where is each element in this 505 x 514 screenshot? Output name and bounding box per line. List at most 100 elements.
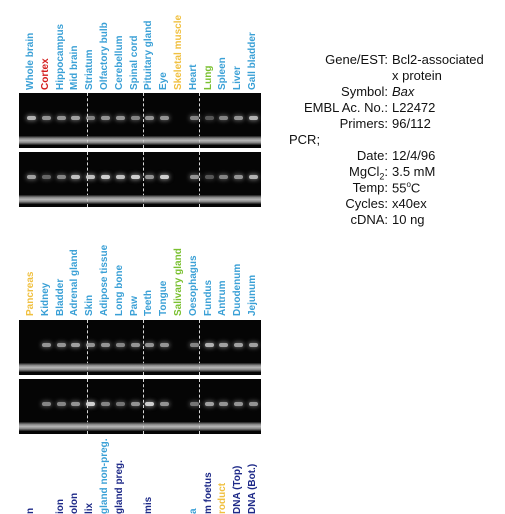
gene-label: Gene/EST: <box>325 52 388 67</box>
lane-divider <box>199 379 200 434</box>
tissue-label-text: Long bone <box>113 264 125 316</box>
gel-band <box>86 343 96 347</box>
tissue-label-text: Pancreas <box>25 271 36 316</box>
tissue-label-text: Whole brain <box>25 32 36 90</box>
pcr-label: PCR; <box>289 132 321 147</box>
tissue-label-text: Fundus <box>202 279 214 316</box>
mgcl-label-subscript: 2 <box>379 171 385 182</box>
tissue-label: Pancreas <box>24 196 38 316</box>
gel-band <box>145 175 155 179</box>
cdna-row: cDNA: 10 ng <box>285 212 500 228</box>
primer-dimer-band <box>19 195 261 204</box>
tissue-labels-panel-1: Whole brain Cortex Hippocampus Mid brain Str… <box>0 0 270 90</box>
temp-value-number: 55 <box>392 180 407 196</box>
tissue-label-text: Olfactory bulb <box>99 22 110 90</box>
gene-row: Gene/EST: Bcl2-associated <box>285 52 500 68</box>
gel-panel-2-bottom <box>19 379 261 434</box>
tissue-label: Gall bladder <box>246 0 260 90</box>
mgcl-label-colon: : <box>384 164 388 179</box>
temp-label: Temp: <box>352 180 388 195</box>
tissue-label: Jejunum <box>246 196 260 316</box>
tissue-label: Hippocampus <box>54 0 68 90</box>
date-value: 12/4/96 <box>392 148 436 163</box>
tissue-label-text: Tongue <box>158 280 170 316</box>
symbol-value: Bax <box>392 84 415 99</box>
tissue-label: Cerebellum <box>113 0 127 90</box>
lane-divider <box>199 152 200 207</box>
tissue-label: Striatum <box>83 0 97 90</box>
lane-divider <box>87 93 88 148</box>
gel-band <box>219 343 229 347</box>
tissue-label-text: m foetus <box>202 472 214 514</box>
cycles-label: Cycles: <box>345 196 388 211</box>
gel-band <box>71 116 81 120</box>
tissue-label-text: Spinal cord <box>128 35 140 90</box>
gel-band <box>130 175 140 179</box>
date-row: Date: 12/4/96 <box>285 148 500 164</box>
tissue-labels-panel-3: n ion olon lix gland non-preg. gland preg. mis… <box>0 394 270 514</box>
tissue-label-text: gland non-preg. <box>99 438 110 514</box>
tissue-label: Oesophagus <box>187 196 201 316</box>
tissue-label-text: Spleen <box>217 57 229 90</box>
tissue-label: Pituitary gland <box>142 0 156 90</box>
lane-divider <box>143 320 144 375</box>
primer-dimer-band <box>19 422 261 431</box>
tissue-label-text: Liver <box>232 66 244 90</box>
gel-band <box>101 116 110 120</box>
tissue-label-text: a <box>187 508 199 514</box>
pcr-row: PCR; <box>285 132 500 148</box>
date-label: Date: <box>356 148 388 163</box>
tissue-label-text: Heart <box>187 64 199 90</box>
gel-band <box>249 175 258 179</box>
tissue-label <box>128 394 142 514</box>
lane-divider <box>143 379 144 434</box>
gel-band <box>86 175 96 179</box>
gel-band <box>115 116 125 120</box>
gel-band <box>249 116 258 120</box>
gel-band <box>234 116 244 120</box>
tissue-label: Olfactory bulb <box>98 0 112 90</box>
tissue-label: Skin <box>83 196 97 316</box>
tissue-label-text: Kidney <box>39 282 51 316</box>
gene-value: Bcl2-associated <box>392 52 484 67</box>
gel-band <box>234 343 244 347</box>
tissue-label: Paw <box>128 196 142 316</box>
tissue-label: Skeletal muscle <box>172 0 186 90</box>
tissue-label-text: Lung <box>202 65 214 90</box>
tissue-label: Antrum <box>216 196 230 316</box>
tissue-label <box>39 394 53 514</box>
tissue-label: Kidney <box>39 196 53 316</box>
tissue-label: Duodenum <box>231 196 245 316</box>
symbol-label: Symbol: <box>341 84 388 99</box>
embl-label: EMBL Ac. No.: <box>303 100 388 115</box>
tissue-label: DNA (Top) <box>231 394 245 514</box>
tissue-label: Tongue <box>157 196 171 316</box>
lane-divider <box>199 93 200 148</box>
gel-band <box>160 175 170 179</box>
tissue-label-text: DNA (Bot.) <box>247 463 258 514</box>
primers-row: Primers: 96/112 <box>285 116 500 132</box>
tissue-label-text: Adipose tissue <box>99 244 110 316</box>
tissue-label-text: Teeth <box>143 290 155 316</box>
tissue-label: Heart <box>187 0 201 90</box>
tissue-label-text: Gall bladder <box>247 32 258 90</box>
gel-band <box>101 343 110 347</box>
gel-band <box>86 116 96 120</box>
gel-band <box>189 116 199 120</box>
mgcl-label: MgCl2: <box>349 164 388 182</box>
primers-label: Primers: <box>339 116 388 131</box>
tissue-label: Salivary gland <box>172 196 186 316</box>
gel-band <box>41 175 51 179</box>
tissue-label: lix <box>83 394 97 514</box>
gel-band <box>145 116 155 120</box>
cdna-label: cDNA: <box>350 212 388 227</box>
gel-band <box>145 402 155 406</box>
gel-band <box>249 402 258 406</box>
tissue-label-text: Salivary gland <box>173 248 184 316</box>
gel-band <box>219 116 229 120</box>
gel-panel-1-top <box>19 93 261 148</box>
tissue-label: Spleen <box>216 0 230 90</box>
gene-info-panel: Gene/EST: Bcl2-associated x protein Symb… <box>285 52 500 228</box>
tissue-label-text: Hippocampus <box>54 23 66 90</box>
gel-band <box>160 402 170 406</box>
